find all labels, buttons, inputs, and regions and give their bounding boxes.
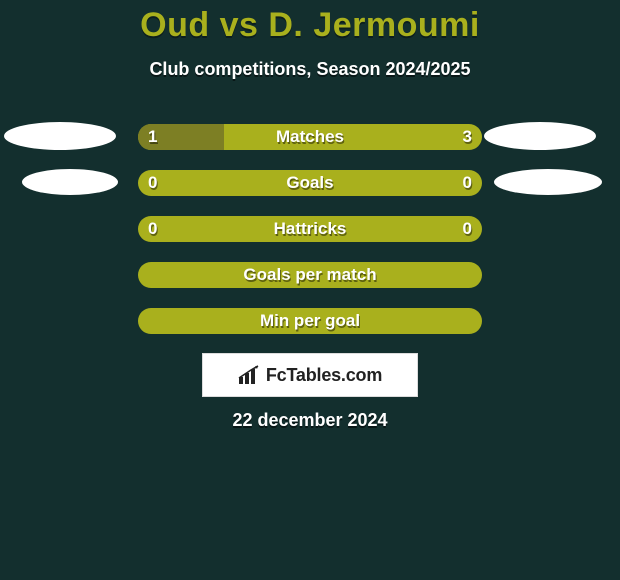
subtitle: Club competitions, Season 2024/2025 — [0, 59, 620, 80]
stat-row: 0Hattricks0 — [0, 214, 620, 260]
ellipse-right — [484, 122, 596, 150]
stat-row: Goals per match — [0, 260, 620, 306]
logo-box: FcTables.com — [202, 353, 418, 397]
right-value: 3 — [463, 124, 472, 150]
stat-row: 0Goals0 — [0, 168, 620, 214]
stat-rows: 1Matches30Goals00Hattricks0Goals per mat… — [0, 122, 620, 352]
stat-row: 1Matches3 — [0, 122, 620, 168]
right-value: 0 — [463, 216, 472, 242]
stat-bar: 0Hattricks0 — [138, 216, 482, 242]
ellipse-left — [22, 169, 118, 195]
stat-bar: Min per goal — [138, 308, 482, 334]
stat-bar: Goals per match — [138, 262, 482, 288]
stat-label: Min per goal — [138, 308, 482, 334]
stat-row: Min per goal — [0, 306, 620, 352]
page-title: Oud vs D. Jermoumi — [0, 0, 620, 45]
stat-label: Hattricks — [138, 216, 482, 242]
stat-label: Goals — [138, 170, 482, 196]
bars-icon — [238, 365, 262, 385]
logo-text: FcTables.com — [266, 365, 382, 386]
date: 22 december 2024 — [0, 410, 620, 431]
right-value: 0 — [463, 170, 472, 196]
comparison-card: Oud vs D. Jermoumi Club competitions, Se… — [0, 0, 620, 580]
ellipse-left — [4, 122, 116, 150]
logo: FcTables.com — [238, 365, 382, 386]
stat-bar: 0Goals0 — [138, 170, 482, 196]
stat-label: Goals per match — [138, 262, 482, 288]
stat-bar: 1Matches3 — [138, 124, 482, 150]
stat-label: Matches — [138, 124, 482, 150]
ellipse-right — [494, 169, 602, 195]
